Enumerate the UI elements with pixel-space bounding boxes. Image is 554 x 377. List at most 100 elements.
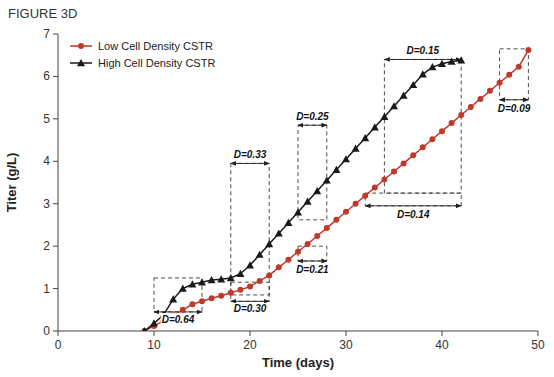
data-point [257,278,263,284]
y-tick-label: 6 [43,69,50,83]
annotation-label: D=0.30 [234,303,267,314]
annotation-label: D=0.64 [162,314,195,325]
x-tick-label: 10 [147,338,161,352]
x-axis [58,331,538,332]
annotation-arrow [231,163,269,164]
x-tick [442,331,443,336]
y-tick-label: 5 [43,112,50,126]
data-point [333,217,339,223]
data-point [372,185,378,191]
legend-marker [78,43,84,49]
x-axis-label: Time (days) [262,355,334,370]
annotation-box [298,125,327,220]
data-point [150,319,158,326]
legend-item: High Cell Density CSTR [70,57,215,69]
data-point [371,123,379,130]
annotation-arrow [298,125,327,126]
data-point [332,166,340,173]
data-point [390,102,398,109]
annotation-arrow [231,301,269,302]
data-point [506,72,512,78]
data-point [428,63,436,70]
data-point [324,225,330,231]
annotation-label-bg [233,149,268,161]
annotation-shapes [154,49,528,312]
data-point [380,113,388,120]
data-point [188,280,196,287]
y-tick [53,76,58,77]
annotation-label: D=0.09 [498,103,531,114]
data-point [217,275,225,282]
annotation-arrow [365,205,461,206]
data-point [198,278,206,285]
data-point [276,264,282,270]
data-point [409,81,417,88]
y-tick-label: 7 [43,27,50,41]
annotation-label-bg [497,102,532,114]
y-tick-label: 4 [43,154,50,168]
x-tick [538,331,539,336]
y-tick-label: 2 [43,239,50,253]
data-point [228,290,234,296]
y-tick [53,118,58,119]
x-tick-label: 30 [339,338,353,352]
annotation-arrow [500,99,529,100]
data-point [516,64,522,70]
annotation-label: D=0.15 [407,45,440,56]
legend-marker [77,59,85,66]
data-point [429,136,435,142]
data-point [169,295,177,302]
legend-label: High Cell Density CSTR [98,57,215,69]
y-tick [53,288,58,289]
data-point [400,92,408,99]
data-point [353,201,359,207]
data-point [449,120,455,126]
data-point [391,168,397,174]
data-point [236,270,244,277]
data-point [304,198,312,205]
x-tick [58,331,59,336]
y-tick-label: 3 [43,197,50,211]
annotation-label-bg [396,208,431,220]
annotation-box [365,193,461,206]
annotation-label: D=0.14 [397,209,430,220]
data-point [209,295,215,301]
annotation-labels: D=0.64D=0.33D=0.30D=0.25D=0.21D=0.15D=0.… [161,45,532,325]
data-point [468,104,474,110]
data-point [180,307,186,313]
data-point [525,47,531,53]
y-tick [53,161,58,162]
data-point [246,261,254,268]
legend: Low Cell Density CSTR High Cell Density C… [70,40,215,69]
title: FIGURE 3D [8,6,77,21]
y-tick [53,34,58,35]
x-tick-label: 20 [243,338,257,352]
annotation-arrow [298,260,327,261]
legend-label: Low Cell Density CSTR [98,40,213,52]
annotation-label-bg [295,111,330,123]
data-point [314,233,320,239]
annotation-label-bg [161,313,196,325]
data-point [295,249,301,255]
data-point [457,56,465,63]
data-point [420,144,426,150]
x-tick [346,331,347,336]
x-tick-label: 50 [531,338,545,352]
x-tick-label: 40 [435,338,449,352]
data-point [313,187,321,194]
data-point [179,285,187,292]
data-point [497,80,503,86]
data-point [247,283,253,289]
data-point [237,287,243,293]
x-tick [250,331,251,336]
data-point [323,176,331,183]
data-point [256,251,264,258]
data-point [352,145,360,152]
series-line [144,60,461,331]
data-point [275,229,283,236]
y-tick [53,203,58,204]
data-point [265,240,273,247]
series-line [144,50,528,331]
annotation-label: D=0.21 [296,264,329,275]
data-point [227,274,235,281]
